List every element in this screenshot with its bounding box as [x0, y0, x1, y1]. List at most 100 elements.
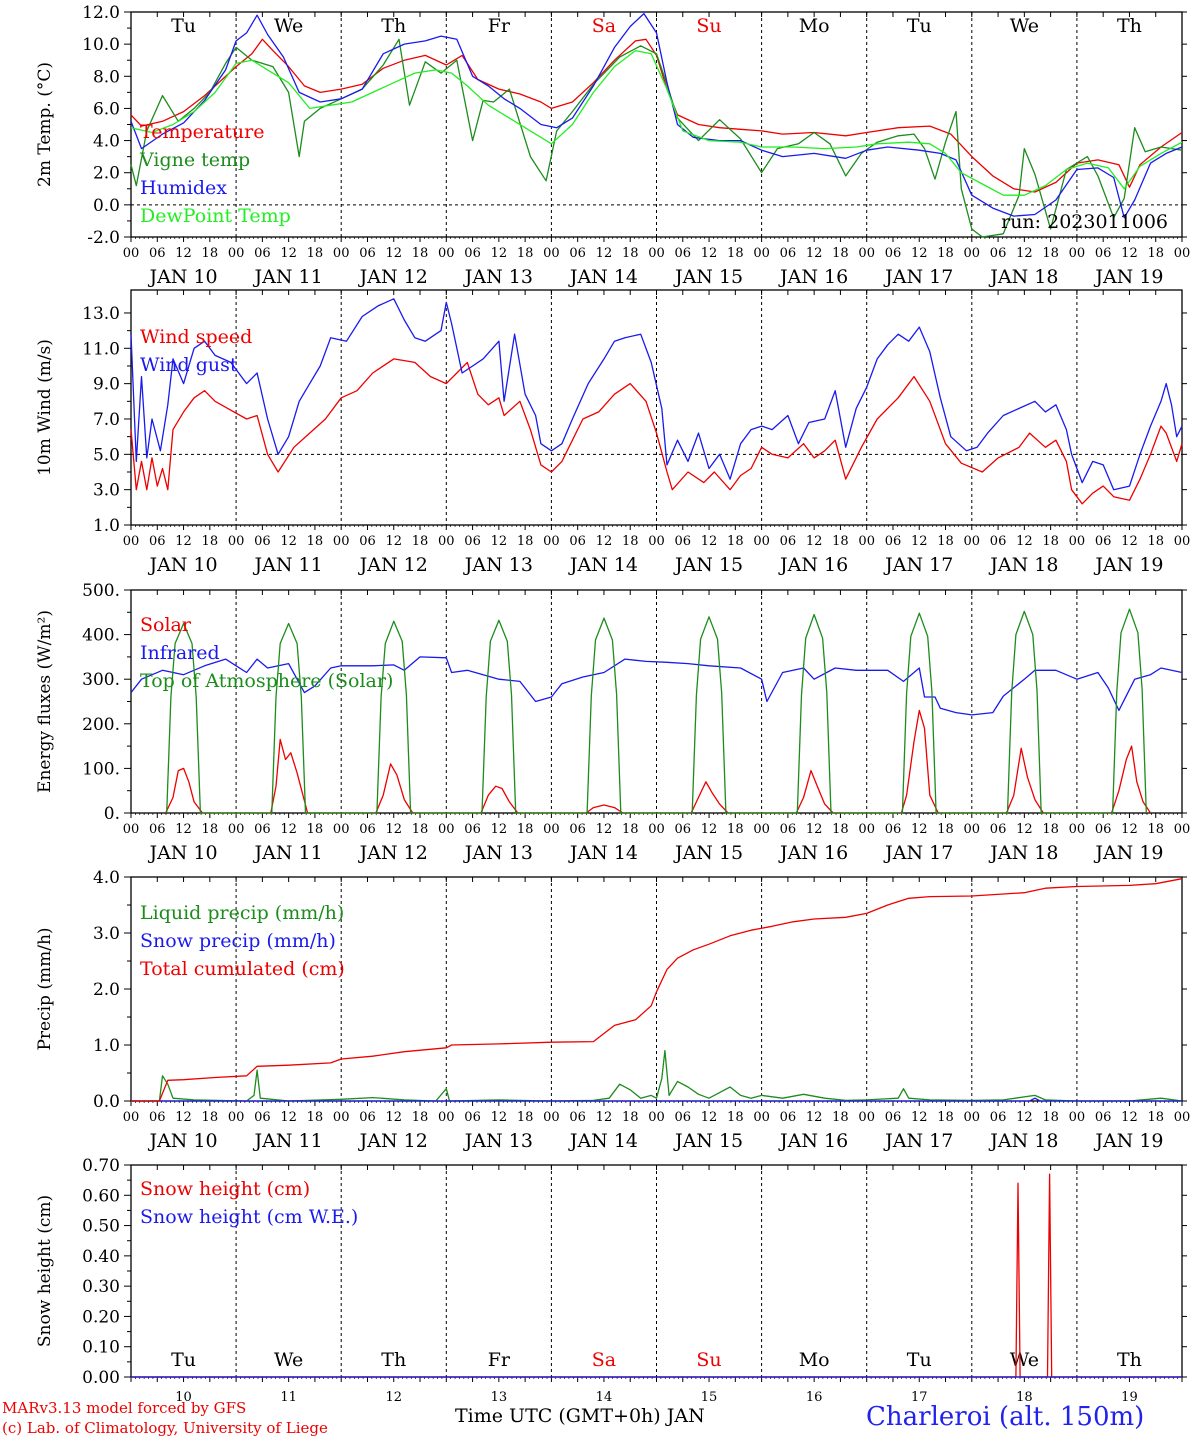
- hour-tick-label: 12: [280, 246, 297, 261]
- legend-entry: Liquid precip (mm/h): [140, 902, 344, 924]
- date-label: JAN 13: [463, 1130, 533, 1152]
- hour-tick-label: 00: [438, 246, 455, 261]
- date-label: JAN 12: [358, 554, 428, 576]
- y-tick-label: 100.: [82, 759, 120, 779]
- series-line-solar: [165, 709, 1152, 814]
- weekday-label: Th: [1117, 1349, 1142, 1371]
- hour-tick-label: 18: [832, 1110, 849, 1125]
- hour-tick-label: 00: [858, 534, 875, 549]
- legend-entry: Infrared: [140, 642, 220, 664]
- hour-tick-label: 00: [648, 246, 665, 261]
- legend-entry: Total cumulated (cm): [140, 958, 345, 980]
- day-number-label: 15: [701, 1390, 718, 1405]
- y-tick-label: 0.20: [82, 1307, 120, 1327]
- date-label: JAN 18: [988, 266, 1058, 288]
- weekday-label: Tu: [171, 1349, 196, 1371]
- date-label: JAN 14: [568, 554, 638, 576]
- hour-tick-label: 00: [333, 822, 350, 837]
- hour-tick-label: 12: [596, 246, 613, 261]
- series-line-dewpoint-temp: [130, 49, 1183, 196]
- date-label: JAN 15: [673, 842, 743, 864]
- day-number-label: 11: [280, 1390, 297, 1405]
- hour-tick-label: 12: [385, 1110, 402, 1125]
- hour-tick-label: 00: [543, 246, 560, 261]
- hour-tick-label: 12: [1121, 534, 1138, 549]
- legend-entry: Solar: [140, 614, 192, 636]
- hour-tick-label: 12: [1121, 246, 1138, 261]
- hour-tick-label: 18: [727, 822, 744, 837]
- legend-entry: Temperature: [140, 121, 264, 143]
- hour-tick-label: 06: [885, 246, 902, 261]
- y-tick-label: 7.0: [93, 410, 120, 430]
- hour-tick-label: 00: [753, 822, 770, 837]
- hour-tick-label: 00: [438, 1110, 455, 1125]
- hour-tick-label: 06: [359, 246, 376, 261]
- hour-tick-label: 00: [858, 1110, 875, 1125]
- hour-tick-label: 18: [517, 246, 534, 261]
- hour-tick-label: 00: [228, 822, 245, 837]
- y-tick-label: 0.30: [82, 1277, 120, 1297]
- hour-tick-label: 06: [990, 1110, 1007, 1125]
- legend-entry: Wind gust: [140, 354, 238, 376]
- y-tick-label: 6.0: [93, 99, 120, 119]
- hour-tick-label: 06: [675, 534, 692, 549]
- y-tick-label: -2.0: [87, 228, 120, 248]
- date-label: JAN 13: [463, 554, 533, 576]
- y-tick-label: 11.0: [82, 339, 120, 359]
- hour-tick-label: 18: [412, 246, 429, 261]
- hour-tick-label: 18: [1042, 822, 1059, 837]
- hour-tick-label: 18: [1042, 534, 1059, 549]
- weekday-label: We: [274, 1349, 303, 1371]
- hour-tick-label: 12: [1016, 1110, 1033, 1125]
- hour-tick-label: 12: [175, 246, 192, 261]
- hour-tick-label: 18: [832, 534, 849, 549]
- hour-tick-label: 00: [123, 822, 140, 837]
- series-line-snow-precip-mm-h: [131, 1097, 1182, 1102]
- hour-tick-label: 12: [911, 246, 928, 261]
- weekday-label: Su: [696, 15, 721, 37]
- hour-tick-label: 06: [464, 1110, 481, 1125]
- y-tick-label: 8.0: [93, 67, 120, 87]
- y-axis-label: Energy fluxes (W/m²): [35, 610, 55, 793]
- hour-tick-label: 12: [1016, 534, 1033, 549]
- hour-tick-label: 06: [359, 822, 376, 837]
- hour-tick-label: 00: [123, 246, 140, 261]
- hour-tick-label: 00: [543, 1110, 560, 1125]
- date-label: JAN 17: [883, 266, 953, 288]
- hour-tick-label: 06: [464, 822, 481, 837]
- hour-tick-label: 18: [202, 246, 219, 261]
- hour-tick-label: 12: [596, 822, 613, 837]
- hour-tick-label: 18: [727, 246, 744, 261]
- hour-tick-label: 06: [464, 534, 481, 549]
- hour-tick-label: 06: [254, 534, 271, 549]
- hour-tick-label: 06: [780, 1110, 797, 1125]
- weekday-label: Th: [381, 1349, 406, 1371]
- weekday-label: Th: [1117, 15, 1142, 37]
- panel-5: 0.00 0.10 0.20 0.30 0.40 0.50 0.60 0.70 Snow hei…: [35, 1156, 1187, 1405]
- hour-tick-label: 06: [569, 822, 586, 837]
- y-axis-label: 10m Wind (m/s): [35, 339, 55, 476]
- hour-tick-label: 00: [123, 534, 140, 549]
- date-label: JAN 13: [463, 842, 533, 864]
- hour-tick-label: 00: [333, 1110, 350, 1125]
- hour-tick-label: 12: [491, 246, 508, 261]
- weekday-label: Fr: [488, 1349, 511, 1371]
- date-label: JAN 11: [253, 842, 323, 864]
- y-tick-label: 5.0: [93, 445, 120, 465]
- hour-tick-label: 18: [832, 246, 849, 261]
- panel-3: 0. 100. 200. 300. 400. 500. Energy fluxes (W/m…: [35, 581, 1190, 864]
- hour-tick-label: 06: [885, 822, 902, 837]
- series-line-infrared: [130, 656, 1183, 716]
- series-line-top-of-atmosphere-solar: [166, 608, 1147, 814]
- hour-tick-label: 12: [175, 1110, 192, 1125]
- y-tick-label: 200.: [82, 715, 120, 735]
- hour-tick-label: 06: [149, 1110, 166, 1125]
- hour-tick-label: 12: [911, 534, 928, 549]
- y-tick-label: 300.: [82, 670, 120, 690]
- y-axis-label: Precip (mm/h): [35, 927, 55, 1050]
- hour-tick-label: 00: [1174, 534, 1191, 549]
- hour-tick-label: 06: [1095, 1110, 1112, 1125]
- y-tick-label: 13.0: [82, 304, 120, 324]
- hour-tick-label: 18: [412, 1110, 429, 1125]
